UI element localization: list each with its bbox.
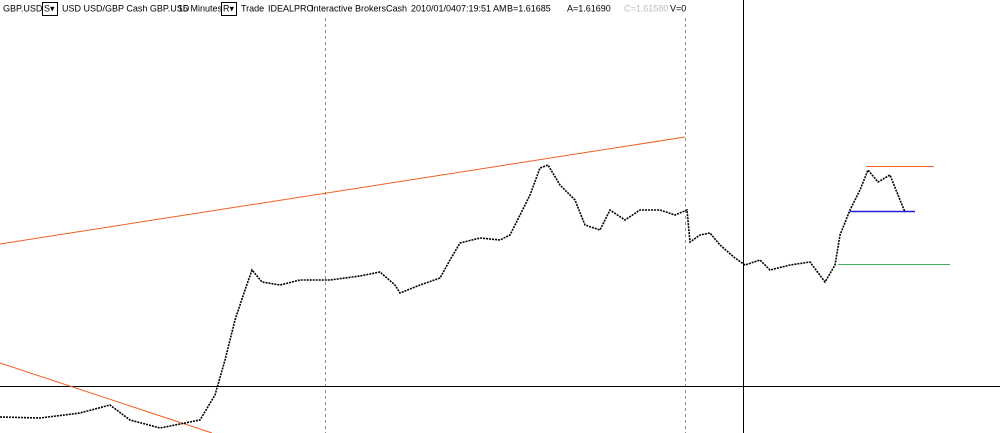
bid: B=1.61685 [507, 3, 551, 13]
exchange: IDEALPRO [268, 3, 314, 13]
volume: V=0 [670, 3, 686, 13]
broker: Interactive Brokers [311, 3, 387, 13]
ask: A=1.61690 [567, 3, 611, 13]
r-button[interactable]: R▾ [223, 3, 234, 13]
s-button[interactable]: S▾ [44, 3, 55, 13]
description: USD USD/GBP Cash GBP.USD [62, 3, 190, 13]
time: 07:19:51 AM [456, 3, 507, 13]
interval: 15 Minutes [178, 3, 223, 13]
toolbar: GBP.USD S▾ USD USD/GBP Cash GBP.USD 15 M… [3, 2, 686, 16]
trend-line[interactable] [0, 136, 686, 245]
sec-type: Cash [386, 3, 407, 13]
price-candles [0, 164, 906, 429]
date: 2010/01/04 [411, 3, 456, 13]
mode: Trade [241, 3, 264, 13]
s-button-frame[interactable] [42, 2, 58, 16]
trend-line[interactable] [0, 362, 213, 433]
r-button-frame[interactable] [221, 2, 237, 16]
close: C=1.61580 [624, 3, 668, 13]
symbol: GBP.USD [3, 3, 43, 13]
